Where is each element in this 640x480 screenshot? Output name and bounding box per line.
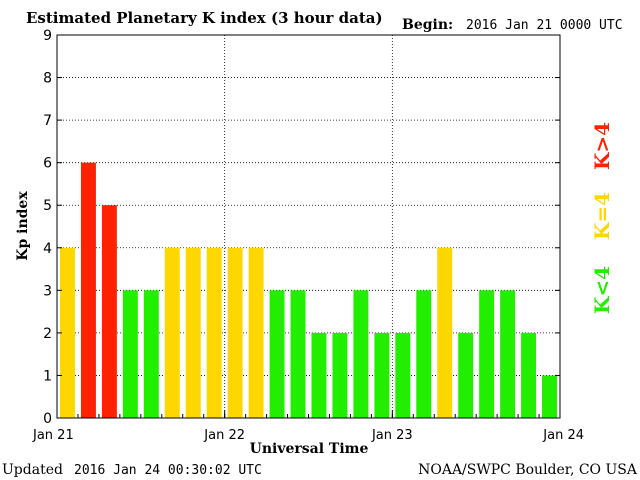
- y-axis-ticks: 0 1 2 3 4 5 6 7 8 9: [43, 28, 560, 427]
- kp-bar: [227, 247, 243, 418]
- kp-bar: [122, 290, 138, 418]
- kp-bar: [332, 332, 348, 418]
- grid-lines: [57, 35, 560, 418]
- kp-bar: [60, 247, 75, 418]
- legend-k-above-4: K>4: [590, 122, 614, 170]
- kp-bar: [479, 290, 495, 418]
- y-tick-label: 9: [43, 28, 52, 44]
- x-tick-label: Jan 24: [542, 428, 584, 443]
- kp-bar: [500, 290, 516, 418]
- begin-label: Begin:: [402, 17, 453, 33]
- chart-title: Estimated Planetary K index (3 hour data…: [26, 9, 383, 27]
- kp-bar: [374, 332, 390, 418]
- kp-bar: [353, 290, 369, 418]
- legend: K<4 K=4 K>4: [590, 122, 614, 314]
- updated-value: 2016 Jan 24 00:30:02 UTC: [74, 463, 262, 478]
- kp-bar: [206, 247, 222, 418]
- y-axis-label: Kp index: [15, 191, 31, 261]
- kp-bar: [269, 290, 285, 418]
- kp-bar: [416, 290, 432, 418]
- kp-bar: [542, 375, 557, 418]
- kp-bar: [521, 332, 537, 418]
- y-tick-label: 7: [43, 113, 52, 129]
- kp-bar: [458, 332, 474, 418]
- kp-bar: [143, 290, 159, 418]
- y-tick-label: 3: [43, 283, 52, 299]
- y-tick-label: 0: [43, 411, 52, 427]
- kp-bar: [101, 205, 117, 418]
- source-credit: NOAA/SWPC Boulder, CO USA: [418, 462, 638, 478]
- y-tick-label: 6: [43, 156, 52, 172]
- legend-k-equal-4: K=4: [590, 192, 614, 240]
- legend-k-below-4: K<4: [590, 266, 614, 314]
- kp-bar: [248, 247, 264, 418]
- kp-bar: [80, 162, 96, 418]
- y-tick-label: 8: [43, 71, 52, 87]
- kp-bar: [185, 247, 201, 418]
- y-tick-label: 4: [43, 241, 52, 257]
- x-tick-label: Jan 21: [32, 428, 74, 443]
- kp-bar: [311, 332, 327, 418]
- x-axis-ticks: Jan 21 Jan 22 Jan 23 Jan 24: [32, 410, 584, 443]
- x-tick-label: Jan 22: [203, 428, 245, 443]
- kp-bar: [437, 247, 453, 418]
- bars: [60, 162, 557, 418]
- x-tick-label: Jan 23: [371, 428, 413, 443]
- kp-bar: [164, 247, 180, 418]
- updated-label: Updated: [2, 462, 63, 478]
- y-tick-label: 1: [43, 368, 52, 384]
- kp-bar: [290, 290, 306, 418]
- x-axis-label: Universal Time: [250, 441, 369, 457]
- begin-value: 2016 Jan 21 0000 UTC: [466, 18, 623, 33]
- y-tick-label: 2: [43, 326, 52, 342]
- kp-bar: [395, 332, 411, 418]
- y-tick-label: 5: [43, 198, 52, 214]
